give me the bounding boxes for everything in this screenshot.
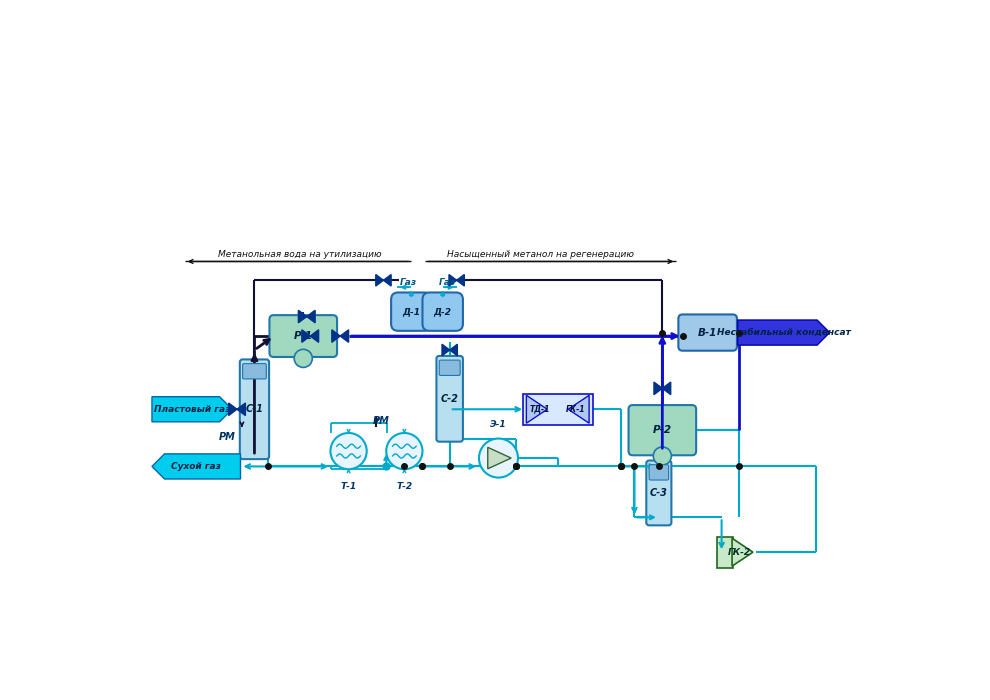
Circle shape	[294, 349, 312, 368]
FancyBboxPatch shape	[440, 360, 460, 375]
Text: Р-2: Р-2	[652, 425, 672, 435]
Text: Нестабильный конденсат: Нестабильный конденсат	[717, 328, 850, 337]
Text: РМ: РМ	[373, 416, 390, 426]
Text: РМ: РМ	[219, 433, 236, 442]
FancyBboxPatch shape	[629, 405, 696, 455]
Polygon shape	[152, 454, 241, 479]
Text: Р-1: Р-1	[294, 331, 313, 341]
Polygon shape	[449, 274, 464, 286]
Circle shape	[331, 433, 366, 469]
Polygon shape	[527, 395, 547, 423]
FancyBboxPatch shape	[240, 359, 269, 459]
Circle shape	[386, 433, 423, 469]
Circle shape	[479, 438, 518, 477]
Text: Газ: Газ	[439, 278, 456, 286]
Text: Газ: Газ	[400, 278, 417, 286]
FancyBboxPatch shape	[717, 537, 734, 568]
FancyBboxPatch shape	[437, 356, 463, 442]
FancyBboxPatch shape	[269, 315, 337, 357]
FancyBboxPatch shape	[649, 465, 668, 480]
FancyBboxPatch shape	[646, 461, 671, 526]
Polygon shape	[654, 382, 670, 395]
Text: Э-1: Э-1	[490, 420, 507, 429]
Text: ТД-1: ТД-1	[530, 405, 550, 414]
Text: Т-1: Т-1	[341, 482, 356, 491]
Text: Т-2: Т-2	[396, 482, 413, 491]
Polygon shape	[302, 330, 319, 342]
Text: С-1: С-1	[246, 405, 263, 414]
FancyBboxPatch shape	[423, 293, 463, 331]
Text: С-2: С-2	[441, 394, 458, 404]
Polygon shape	[738, 320, 830, 345]
Polygon shape	[332, 330, 348, 342]
Polygon shape	[229, 403, 246, 416]
Polygon shape	[298, 310, 315, 323]
Polygon shape	[376, 274, 391, 286]
Text: Д-2: Д-2	[434, 307, 451, 316]
Text: Насыщенный метанол на регенерацию: Насыщенный метанол на регенерацию	[446, 251, 634, 260]
Text: Д-1: Д-1	[402, 307, 421, 316]
Polygon shape	[488, 447, 511, 469]
Text: Пластовый газ: Пластовый газ	[153, 405, 231, 414]
Polygon shape	[568, 395, 589, 423]
Polygon shape	[442, 344, 457, 356]
FancyBboxPatch shape	[391, 293, 432, 331]
Polygon shape	[152, 397, 232, 422]
Circle shape	[653, 447, 671, 465]
FancyBboxPatch shape	[678, 314, 737, 351]
Polygon shape	[732, 538, 753, 566]
Text: В-1: В-1	[698, 328, 718, 337]
Text: ГК-1: ГК-1	[565, 405, 585, 414]
Text: Сухой газ: Сухой газ	[171, 462, 221, 471]
FancyBboxPatch shape	[243, 363, 266, 379]
FancyBboxPatch shape	[523, 394, 593, 425]
Text: Метанольная вода на утилизацию: Метанольная вода на утилизацию	[218, 251, 381, 260]
Text: С-3: С-3	[649, 488, 668, 498]
Text: ГК-2: ГК-2	[728, 547, 750, 556]
